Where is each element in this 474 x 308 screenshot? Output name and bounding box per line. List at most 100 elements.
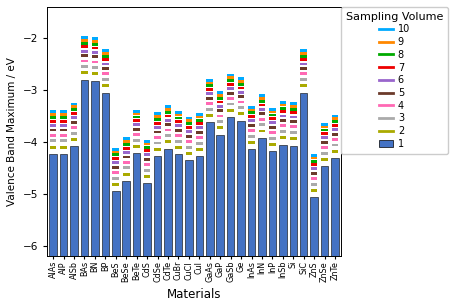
Bar — [164, 149, 172, 256]
Bar — [60, 146, 67, 148]
Bar — [112, 161, 119, 164]
Bar — [122, 181, 130, 256]
Bar — [237, 121, 245, 256]
Bar — [321, 152, 328, 155]
Bar — [143, 184, 151, 256]
Bar — [290, 146, 297, 256]
Bar — [311, 189, 318, 192]
Bar — [321, 123, 328, 126]
Bar — [332, 144, 338, 147]
Bar — [269, 137, 276, 140]
Bar — [269, 108, 276, 111]
Bar — [91, 37, 98, 40]
Bar — [60, 120, 67, 123]
Bar — [60, 110, 67, 113]
Bar — [196, 156, 203, 256]
Bar — [269, 126, 276, 129]
Bar — [91, 51, 98, 54]
Bar — [133, 116, 140, 119]
Bar — [123, 151, 129, 154]
Bar — [71, 103, 77, 105]
Bar — [279, 144, 287, 256]
Bar — [81, 80, 88, 256]
Bar — [321, 136, 328, 139]
Bar — [185, 146, 192, 148]
Bar — [259, 108, 265, 111]
Bar — [248, 129, 255, 132]
Bar — [280, 115, 286, 117]
Bar — [290, 105, 297, 107]
Bar — [71, 132, 77, 135]
Bar — [290, 111, 297, 114]
Bar — [207, 114, 213, 117]
Bar — [290, 102, 297, 105]
Bar — [332, 133, 338, 136]
Bar — [154, 122, 161, 125]
Bar — [332, 150, 338, 153]
Bar — [81, 42, 88, 45]
Bar — [164, 105, 171, 108]
Bar — [321, 125, 328, 128]
Bar — [301, 78, 307, 81]
Bar — [123, 166, 129, 169]
Bar — [175, 111, 182, 114]
Bar — [228, 92, 234, 95]
Bar — [185, 160, 192, 256]
Bar — [301, 55, 307, 58]
Bar — [332, 128, 338, 131]
Bar — [269, 143, 276, 146]
Bar — [81, 39, 88, 42]
Bar — [269, 117, 276, 120]
Bar — [280, 103, 286, 107]
Bar — [248, 115, 255, 118]
Bar — [311, 183, 318, 186]
Bar — [332, 138, 338, 141]
Bar — [185, 135, 192, 138]
Bar — [196, 136, 202, 139]
Bar — [49, 154, 57, 256]
Bar — [238, 91, 245, 94]
Bar — [259, 118, 265, 120]
Bar — [321, 158, 328, 161]
Bar — [196, 113, 202, 116]
Bar — [123, 140, 129, 143]
Bar — [91, 81, 99, 256]
Bar — [133, 145, 140, 148]
Bar — [301, 72, 307, 75]
Bar — [248, 141, 255, 144]
Bar — [81, 50, 88, 52]
Bar — [60, 124, 67, 127]
Bar — [102, 84, 109, 87]
Legend: 10, 9, 8, 7, 6, 5, 4, 3, 2, 1: 10, 9, 8, 7, 6, 5, 4, 3, 2, 1 — [341, 7, 448, 154]
Bar — [238, 106, 245, 109]
Bar — [196, 142, 202, 145]
Bar — [175, 120, 182, 123]
Bar — [280, 124, 286, 127]
Bar — [196, 122, 202, 125]
Bar — [81, 54, 88, 57]
Bar — [259, 112, 265, 115]
Bar — [185, 130, 192, 133]
Bar — [258, 138, 266, 256]
Bar — [321, 166, 328, 256]
Bar — [290, 108, 297, 111]
Bar — [112, 191, 119, 256]
Bar — [280, 107, 286, 110]
Bar — [91, 66, 98, 69]
Bar — [259, 100, 265, 103]
Bar — [207, 102, 213, 105]
Bar — [70, 146, 78, 256]
Bar — [154, 126, 161, 129]
Bar — [164, 124, 171, 126]
Bar — [301, 84, 307, 87]
Bar — [123, 137, 129, 140]
Bar — [154, 148, 161, 151]
Bar — [112, 157, 119, 160]
Bar — [185, 117, 192, 120]
Bar — [154, 136, 161, 139]
Bar — [144, 149, 150, 152]
Bar — [196, 119, 202, 122]
Bar — [301, 59, 307, 61]
Bar — [164, 111, 171, 114]
Bar — [123, 147, 129, 150]
